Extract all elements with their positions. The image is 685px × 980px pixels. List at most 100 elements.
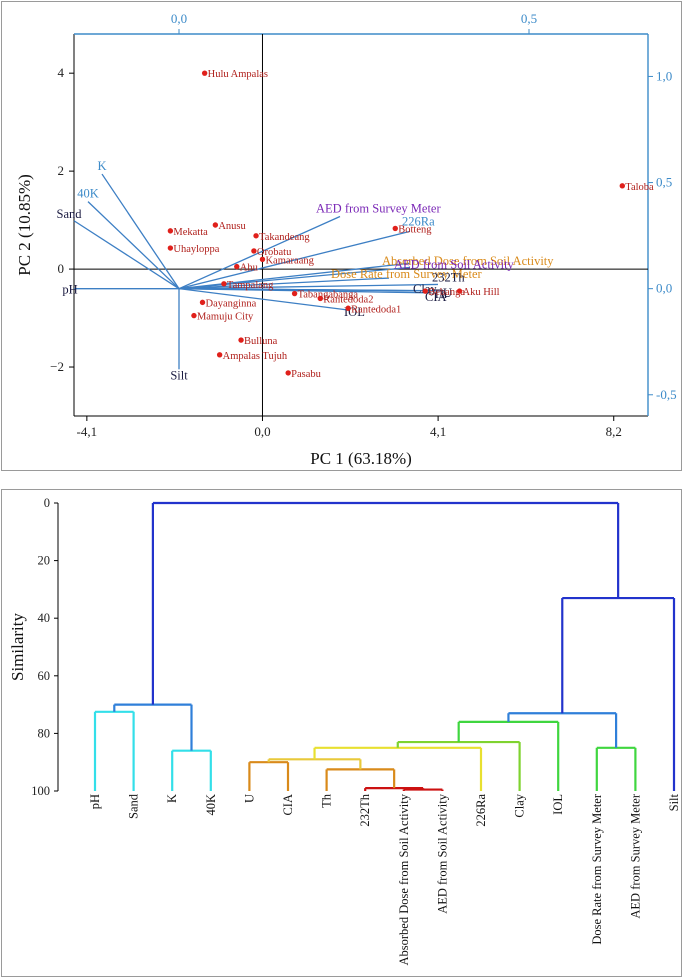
score-point-tampalang [221, 281, 227, 287]
leaf-label-40k: 40K [204, 794, 218, 816]
score-point-hulu-ampalas [201, 70, 208, 76]
dendrogram-chart: 0 20 40 60 80 100 Similarity pH Sand K 40K U CIA Th 23… [8, 496, 681, 966]
score-label-rantedoda1: Rantedoda1 [351, 304, 401, 315]
score-point-ampalas-tujuh [216, 352, 223, 358]
leaf-label-ph: pH [88, 794, 102, 809]
score-label-bebanga: Bebanga [428, 287, 465, 298]
loading-label-th: Th [433, 287, 448, 301]
loading-vector-absorbed-dose-from-soil-activity [178, 262, 411, 290]
score-point-bulluna [238, 337, 244, 343]
loading-vector-dose-rate-from-survey-meter [178, 277, 390, 290]
similarity-tick-label: 100 [31, 784, 50, 798]
right-tick-label: 1,0 [656, 68, 672, 83]
loading-vector-aed-from-soil-activity [178, 266, 411, 290]
score-label-anusu: Anusu [218, 221, 246, 232]
score-point-takandeang [253, 233, 259, 239]
score-point-mamuju-city [191, 312, 197, 319]
score-point-dayanginna [199, 299, 206, 306]
score-label-bulluna: Bulluna [244, 336, 278, 347]
x-tick-label: 8,2 [606, 424, 622, 439]
x-tick-label: -4,1 [77, 424, 98, 439]
y-tick-label: −2 [50, 359, 64, 374]
leaf-label-226ra: 226Ra [474, 794, 488, 827]
right-tick-label: 0,5 [656, 175, 672, 190]
score-point-bebanga [422, 288, 428, 294]
similarity-tick-label: 80 [38, 726, 51, 740]
leaf-label-sand: Sand [127, 793, 141, 819]
loading-vector-sand [73, 220, 180, 290]
leaf-label-232th: 232Th [358, 793, 372, 826]
x-tick-label: 4,1 [430, 424, 446, 439]
score-label-kamaraang: Kamaraang [265, 255, 314, 266]
score-point-orobatu [251, 248, 257, 254]
loading-vector-th [178, 288, 432, 292]
top-tick-label: 0,5 [521, 11, 537, 26]
score-point-tabangabanga [291, 290, 298, 297]
y-tick-label: 0 [58, 261, 65, 276]
y-axis-title: PC 2 (10.85%) [15, 174, 34, 276]
score-label-tampalang: Tampalang [227, 280, 274, 291]
score-label-hulu-ampalas: Hulu Ampalas [208, 69, 268, 80]
loading-label-232th: 232Th [432, 270, 465, 284]
score-point-ahu [234, 263, 240, 270]
score-label-mamuju-city: Mamuju City [197, 312, 254, 323]
score-label-orobatu: Orobatu [257, 247, 292, 258]
score-label-aku-hill: Aku Hill [463, 287, 500, 298]
y-tick-label: 4 [58, 65, 65, 80]
similarity-tick-label: 20 [38, 554, 51, 568]
score-point-botteng [392, 225, 398, 232]
x-axis-title: PC 1 (63.18%) [310, 449, 412, 468]
loading-label-40k: 40K [77, 187, 99, 201]
loading-vector-232th [178, 283, 439, 290]
loading-label-silt: Silt [170, 368, 188, 382]
score-label-taloba: Taloba [625, 182, 654, 193]
score-point-uhayloppa [167, 245, 174, 251]
score-label-pasabu: Pasabu [291, 369, 321, 380]
score-label-botteng: Botteng [398, 224, 432, 235]
score-label-ahu: Ahu [240, 263, 259, 274]
similarity-tick-label: 40 [38, 611, 51, 625]
loading-vector-iol [178, 288, 348, 311]
score-point-rantedoda1 [345, 305, 351, 311]
leaf-label-aed-from-soil-activity: AED from Soil Activity [435, 793, 449, 914]
loading-vector-k [101, 173, 180, 290]
score-label-ampalas-tujuh: Ampalas Tujuh [223, 351, 288, 362]
score-label-rantedoda2: Rantedoda2 [323, 294, 373, 305]
score-point-anusu [212, 222, 219, 228]
similarity-tick-label: 60 [38, 669, 51, 683]
score-label-uhayloppa: Uhayloppa [173, 244, 219, 255]
similarity-tick-label: 0 [44, 496, 50, 510]
loading-label-dose-rate-from-survey-meter: Dose Rate from Survey Meter [331, 267, 482, 281]
score-label-dayanginna: Dayanginna [206, 298, 257, 309]
similarity-axis-title: Similarity [8, 613, 27, 682]
top-tick-label: 0,0 [171, 11, 187, 26]
loading-label-k: K [97, 159, 106, 173]
loading-vector-aed-from-survey-meter [178, 215, 341, 290]
score-point-pasabu [285, 370, 291, 376]
score-point-rantedoda2 [317, 295, 324, 302]
loading-label-aed-from-survey-meter: AED from Survey Meter [316, 202, 441, 216]
score-label-tabangabanga: Tabangabanga [298, 290, 359, 301]
leaf-label-iol: IOL [551, 794, 565, 815]
right-tick-label: -0,5 [656, 387, 677, 402]
leaf-label-k: K [165, 794, 179, 803]
loading-label-aed-from-soil-activity: AED from Soil Activity [394, 257, 515, 271]
pca-biplot-chart: -4,1 0,0 4,1 8,2 −2 0 2 4 0,0 0,5 -0,5 0,0 0,5 1,0 PC … [15, 11, 677, 468]
score-label-mekatta: Mekatta [173, 227, 208, 238]
leaf-label-clay: Clay [513, 793, 527, 817]
score-point-kamaraang [259, 256, 266, 262]
leaf-label-absorbed-dose-from-soil-activity: Absorbed Dose from Soil Activity [397, 793, 411, 965]
loading-vector-40k [87, 201, 180, 290]
leaf-label-aed-from-survey-meter: AED from Survey Meter [628, 793, 642, 918]
leaf-label-th: Th [320, 793, 334, 808]
loading-label-absorbed-dose-from-soil-activity: Absorbed Dose from Soil Activity [382, 254, 554, 268]
x-tick-label: 0,0 [254, 424, 270, 439]
loading-label-u: U [443, 286, 452, 300]
score-point-aku-hill [456, 288, 463, 294]
loading-label-ph: pH [62, 283, 77, 297]
loading-label-cia: CIA [425, 290, 447, 304]
leaf-label-cia: CIA [281, 794, 295, 816]
pca-biplot-panel: -4,1 0,0 4,1 8,2 −2 0 2 4 0,0 0,5 -0,5 0,0 0,5 1,0 PC … [1, 1, 682, 471]
score-point-mekatta [167, 228, 174, 234]
right-tick-label: 0,0 [656, 281, 672, 296]
